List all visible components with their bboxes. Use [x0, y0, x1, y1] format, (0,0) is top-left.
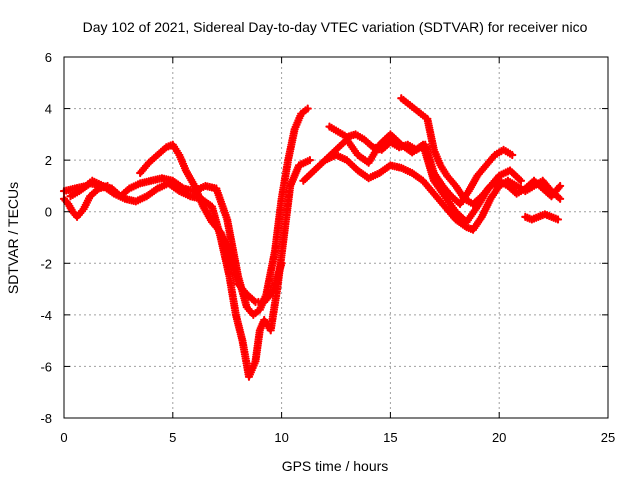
data-point — [508, 150, 517, 160]
y-tick-label: -8 — [40, 411, 52, 426]
data-point — [516, 176, 526, 185]
chart-title: Day 102 of 2021, Sidereal Day-to-day VTE… — [83, 19, 588, 35]
y-tick-label: -2 — [40, 256, 52, 271]
x-tick-label: 25 — [601, 430, 615, 445]
data-point — [556, 194, 565, 203]
data-point — [277, 259, 286, 268]
y-axis-ticks: -8 -6 -4 -2 0 2 4 6 — [40, 50, 608, 426]
x-tick-label: 20 — [492, 430, 506, 445]
x-axis-ticks: 0 5 10 15 20 25 — [60, 57, 615, 445]
grid — [64, 57, 608, 418]
y-axis-label: SDTVAR / TECUs — [5, 182, 21, 294]
data-points — [59, 94, 565, 381]
data-point — [303, 104, 312, 113]
y-tick-label: 0 — [45, 205, 52, 220]
x-tick-label: 0 — [60, 430, 67, 445]
x-axis-label: GPS time / hours — [282, 458, 389, 474]
data-point — [553, 215, 563, 224]
x-tick-label: 5 — [169, 430, 176, 445]
y-tick-label: 6 — [45, 50, 52, 65]
data-point — [103, 181, 112, 191]
plot-frame — [63, 56, 609, 419]
data-point — [556, 181, 565, 191]
y-tick-label: 4 — [45, 102, 52, 117]
y-tick-label: 2 — [45, 153, 52, 168]
y-tick-label: -6 — [40, 359, 52, 374]
y-tick-label: -4 — [40, 308, 52, 323]
data-point — [305, 156, 314, 165]
x-tick-label: 15 — [383, 430, 397, 445]
x-tick-label: 10 — [274, 430, 288, 445]
